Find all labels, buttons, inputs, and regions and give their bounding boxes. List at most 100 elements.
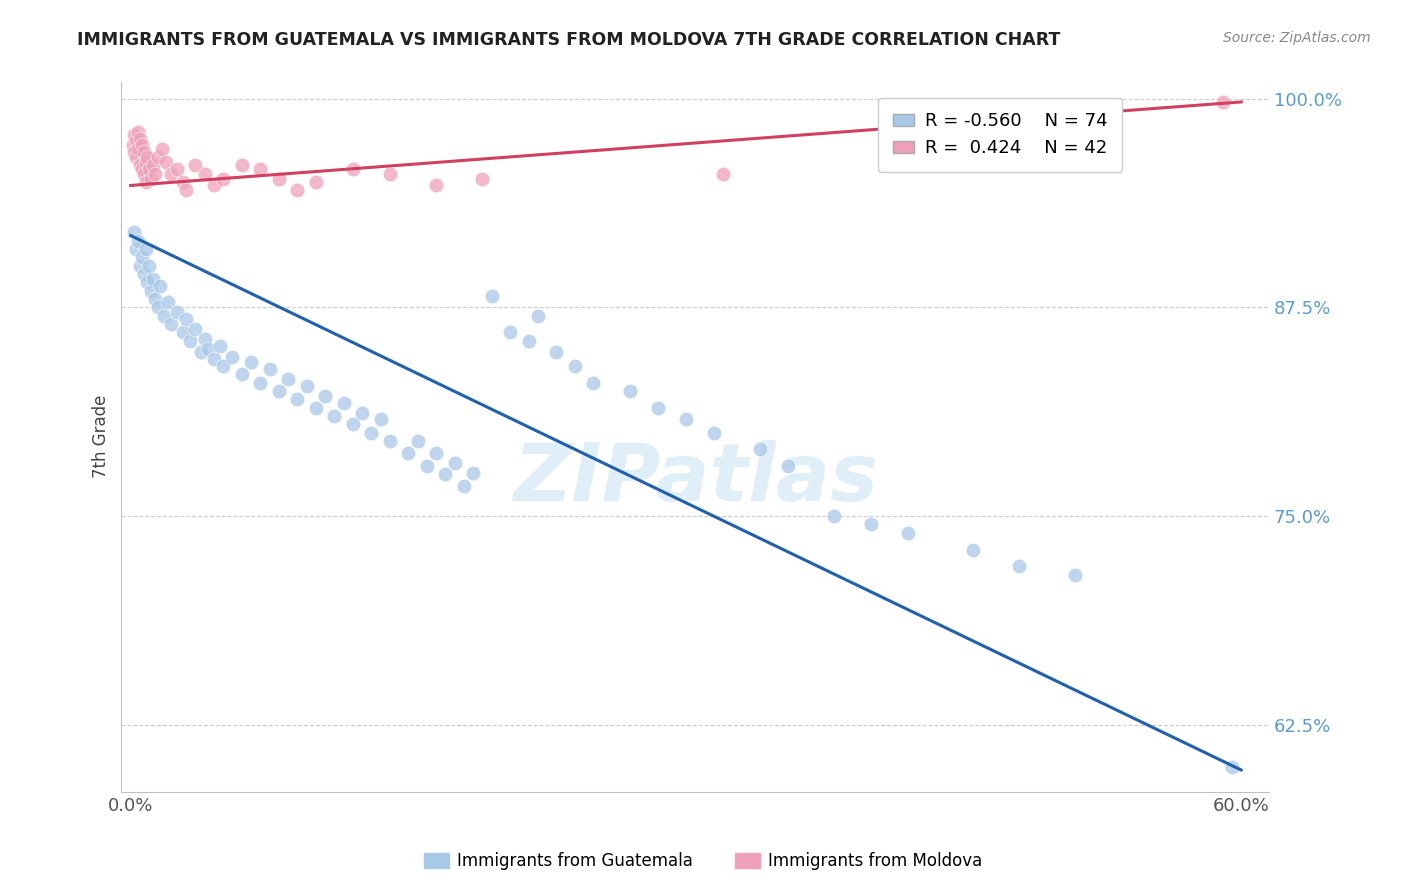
Point <box>342 161 364 176</box>
Point <box>125 133 148 147</box>
Point <box>499 326 522 340</box>
Point <box>131 250 153 264</box>
Y-axis label: 7th Grade: 7th Grade <box>93 395 110 478</box>
Point <box>305 175 328 189</box>
Point <box>139 171 162 186</box>
Point <box>711 167 734 181</box>
Point <box>136 150 159 164</box>
Point <box>647 401 669 415</box>
Point <box>703 425 725 440</box>
Point <box>132 267 155 281</box>
Point <box>1212 95 1234 109</box>
Point <box>619 384 641 398</box>
Point <box>285 184 308 198</box>
Point <box>197 342 219 356</box>
Point <box>202 178 225 193</box>
Point <box>149 278 172 293</box>
Point <box>139 284 162 298</box>
Point <box>231 367 253 381</box>
Point <box>360 425 382 440</box>
Point <box>323 409 346 423</box>
Point <box>174 312 197 326</box>
Point <box>150 142 173 156</box>
Point <box>332 395 354 409</box>
Point <box>142 158 165 172</box>
Point <box>155 155 177 169</box>
Point <box>285 392 308 407</box>
Point <box>962 542 984 557</box>
Point <box>160 167 183 181</box>
Point <box>1063 567 1085 582</box>
Point <box>138 259 160 273</box>
Point <box>172 326 194 340</box>
Point <box>546 345 568 359</box>
Point <box>564 359 586 373</box>
Point <box>314 389 336 403</box>
Point <box>859 517 882 532</box>
Point <box>434 467 457 482</box>
Point <box>471 171 494 186</box>
Point <box>231 158 253 172</box>
Point <box>131 161 153 176</box>
Point <box>443 456 465 470</box>
Point <box>153 309 176 323</box>
Point <box>166 305 188 319</box>
Point <box>208 339 231 353</box>
Point <box>481 288 503 302</box>
Point <box>675 412 697 426</box>
Legend: Immigrants from Guatemala, Immigrants from Moldova: Immigrants from Guatemala, Immigrants fr… <box>418 846 988 877</box>
Point <box>897 525 920 540</box>
Point <box>125 150 148 164</box>
Point <box>194 167 217 181</box>
Point <box>129 259 152 273</box>
Point <box>132 167 155 181</box>
Point <box>453 479 475 493</box>
Point <box>212 359 235 373</box>
Point <box>132 145 155 159</box>
Point <box>378 434 401 448</box>
Point <box>212 171 235 186</box>
Point <box>131 138 153 153</box>
Point <box>124 225 146 239</box>
Point <box>142 272 165 286</box>
Point <box>179 334 201 348</box>
Point <box>277 372 299 386</box>
Text: ZIPatlas: ZIPatlas <box>513 441 877 518</box>
Point <box>134 242 156 256</box>
Point <box>517 334 540 348</box>
Point <box>125 242 148 256</box>
Point <box>350 406 373 420</box>
Point <box>461 466 484 480</box>
Point <box>370 412 392 426</box>
Point <box>127 142 149 156</box>
Legend: R = -0.560    N = 74, R =  0.424    N = 42: R = -0.560 N = 74, R = 0.424 N = 42 <box>879 98 1122 172</box>
Point <box>184 322 207 336</box>
Point <box>143 167 166 181</box>
Point <box>129 158 152 172</box>
Text: IMMIGRANTS FROM GUATEMALA VS IMMIGRANTS FROM MOLDOVA 7TH GRADE CORRELATION CHART: IMMIGRANTS FROM GUATEMALA VS IMMIGRANTS … <box>77 31 1060 49</box>
Point <box>174 184 197 198</box>
Point <box>776 458 799 473</box>
Point <box>124 128 146 143</box>
Point <box>425 445 447 459</box>
Point <box>127 234 149 248</box>
Point <box>1008 559 1031 574</box>
Point <box>143 292 166 306</box>
Point <box>396 445 419 459</box>
Point <box>267 171 290 186</box>
Point <box>406 434 429 448</box>
Point <box>156 295 179 310</box>
Point <box>259 362 281 376</box>
Point <box>134 155 156 169</box>
Point <box>148 150 170 164</box>
Point <box>1220 759 1243 773</box>
Point <box>527 309 550 323</box>
Point <box>134 175 156 189</box>
Point <box>295 379 318 393</box>
Point <box>221 351 243 365</box>
Point <box>184 158 207 172</box>
Point <box>138 161 160 176</box>
Point <box>166 161 188 176</box>
Point <box>194 332 217 346</box>
Text: Source: ZipAtlas.com: Source: ZipAtlas.com <box>1223 31 1371 45</box>
